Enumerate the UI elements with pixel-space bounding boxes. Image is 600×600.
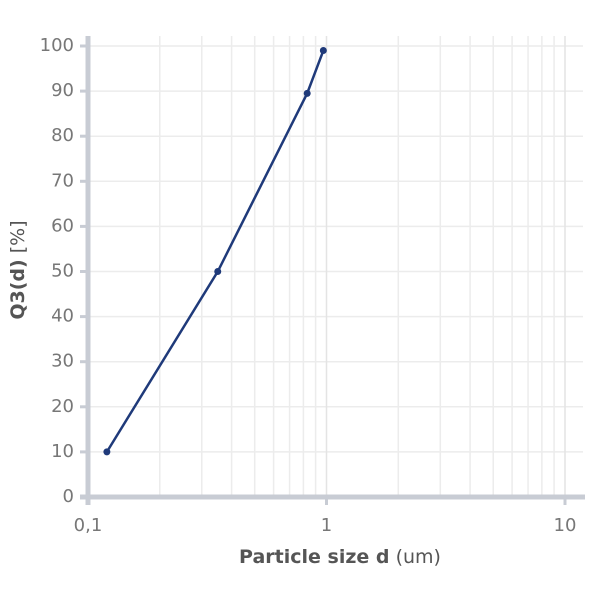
y-tick-label: 40 (51, 306, 74, 327)
y-tick-label: 80 (51, 125, 74, 146)
y-tick-label: 10 (51, 441, 74, 462)
x-axis-unit: (um) (396, 546, 441, 568)
y-axis-name: Q3(d) (7, 259, 29, 319)
x-tick-label: 0,1 (74, 515, 103, 536)
point (319, 47, 327, 55)
y-tick-label: 20 (51, 396, 74, 417)
y-tick-label: 100 (40, 35, 74, 56)
point (214, 268, 222, 275)
y-tick-label: 30 (51, 351, 74, 372)
x-tick-label: 1 (321, 515, 332, 536)
x-axis-name: Particle size d (239, 546, 389, 568)
x-axis-title: Particle size d (um) (239, 546, 441, 568)
x-tick-label: 10 (554, 515, 577, 536)
y-tick-label: 0 (63, 486, 74, 507)
line (105, 50, 325, 453)
y-tick-label: 50 (51, 261, 74, 282)
y-tick-label: 60 (51, 215, 74, 236)
point (303, 89, 311, 97)
y-axis-title: Q3(d) [%] (7, 220, 29, 319)
point (103, 448, 111, 456)
y-tick-label: 70 (51, 170, 74, 191)
y-tick-label: 90 (51, 80, 74, 101)
y-axis-unit: [%] (7, 220, 29, 253)
